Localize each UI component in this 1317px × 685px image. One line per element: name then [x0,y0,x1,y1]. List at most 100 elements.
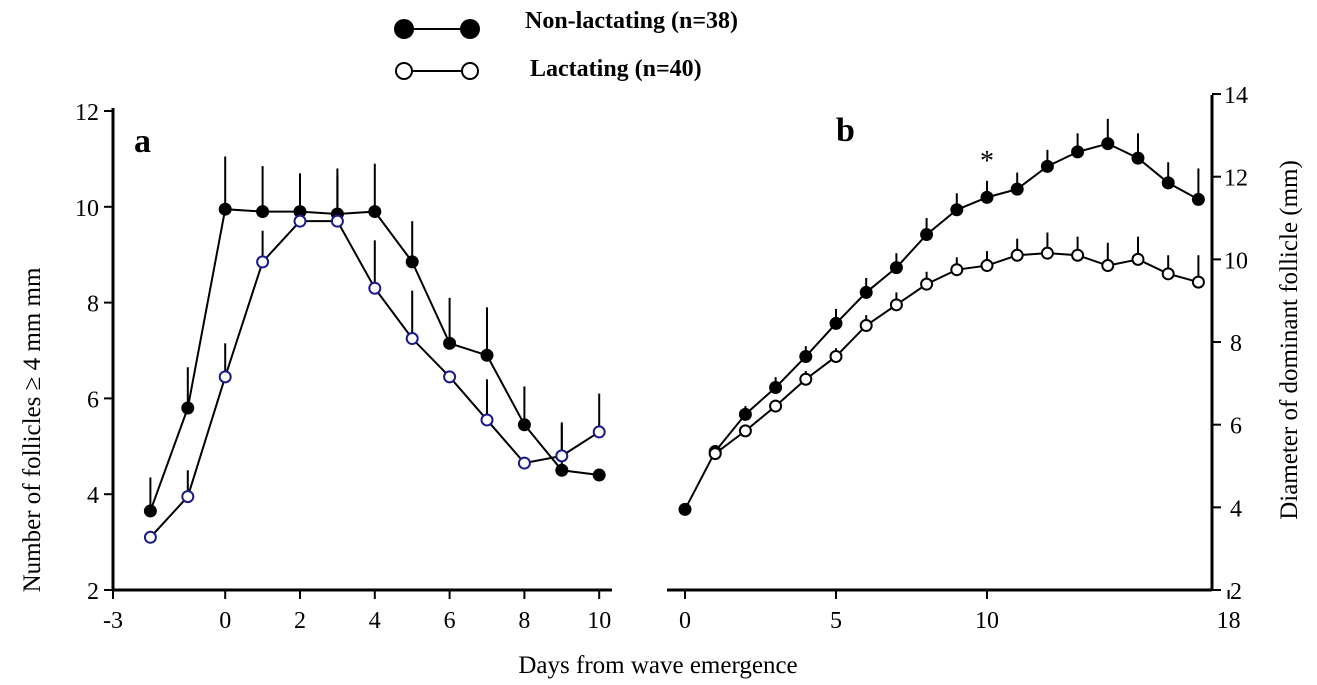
y-tick-label: 2 [87,579,99,605]
data-point-filled [293,205,307,219]
data-point-filled [1131,151,1145,165]
data-point-open [143,530,157,544]
panel-a-series [143,156,606,544]
data-point-filled [799,349,813,363]
data-point-filled [1040,159,1054,173]
x-tick-label: 5 [830,608,842,634]
y-tick-label: 12 [1224,166,1248,192]
data-point-filled [950,203,964,217]
legend-marker-filled-icon [460,19,480,39]
data-point-filled [1010,182,1024,196]
data-point-filled [980,190,994,204]
data-point-filled [480,348,494,362]
data-point-open [769,399,783,413]
data-point-open [405,332,419,346]
x-axis-title: Days from wave emergence [518,652,797,679]
data-point-open [1040,246,1054,260]
data-point-open [889,298,903,312]
data-point-filled [1161,176,1175,190]
data-point-filled [368,205,382,219]
panel-b-annotations: * [980,146,994,177]
x-tick-label: 4 [369,608,381,634]
data-point-filled [517,418,531,432]
legend: Non-lactating (n=38) Lactating (n=40) [394,8,738,82]
x-tick-label: 6 [444,608,456,634]
data-point-open [1071,248,1085,262]
series-line [684,142,1199,510]
x-tick-label: 2 [294,608,306,634]
data-point-open [555,449,569,463]
y-tick-label: 6 [1230,414,1242,440]
data-point-open [330,214,344,228]
data-point-filled [592,468,606,482]
data-point-open [218,370,232,384]
data-point-open [859,318,873,332]
data-point-filled [1071,145,1085,159]
data-point-filled [829,316,843,330]
y-tick-label: 10 [75,196,99,222]
data-point-open [181,490,195,504]
data-point-open [1101,259,1115,273]
panel-a-label: a [134,123,151,160]
data-point-filled [678,502,692,516]
y-tick-label: 14 [1224,83,1248,109]
y-tick-label: 4 [87,483,99,509]
panel-b-ticks: 0 5 10 18 2 4 6 8 10 12 14 [679,83,1248,634]
data-point-open [443,370,457,384]
data-point-open [293,214,307,228]
y-tick-label: 10 [1224,248,1248,274]
data-point-open [829,349,843,363]
series-lactating [143,175,606,544]
legend-item-lactating: Lactating (n=40) [395,56,702,82]
x-tick-label: 10 [975,608,999,634]
data-point-open [1161,267,1175,281]
y-tick-label: 2 [1230,579,1242,605]
data-point-filled [769,380,783,394]
y-tick-label: 6 [87,387,99,413]
series-non-lactating [143,156,606,518]
series-non-lactating [678,118,1205,516]
y-tick-label: 8 [87,292,99,318]
data-point-filled [889,261,903,275]
panel-a-ticks: -3 0 2 4 6 8 10 2 4 6 8 10 12 [75,100,611,634]
data-point-filled [443,336,457,350]
panel-b-series [678,118,1205,516]
data-point-open [920,277,934,291]
panel-a: -3 0 2 4 6 8 10 2 4 6 8 10 12 a Number of follicles … [19,100,612,634]
x-tick-label: 0 [679,608,691,634]
legend-marker-open-icon [461,62,479,80]
legend-label-lactating: Lactating (n=40) [530,56,702,82]
data-point-open [368,281,382,295]
y-tick-label: 8 [1230,331,1242,357]
data-point-open [592,425,606,439]
data-point-open [256,255,270,269]
series-line [714,252,1199,455]
x-tick-label: -3 [103,608,123,634]
panel-b-y-axis-title: Diameter of dominant follicle (mm) [1276,160,1303,520]
data-point-filled [256,205,270,219]
x-tick-label: 0 [219,608,231,634]
data-point-open [1131,252,1145,266]
data-point-filled [143,504,157,518]
data-point-filled [920,228,934,242]
data-point-filled [405,255,419,269]
data-point-open [480,413,494,427]
panel-b: 0 5 10 18 2 4 6 8 10 12 14 * b Diameter of dominan… [667,83,1303,634]
data-point-filled [1101,137,1115,151]
significance-asterisk: * [980,146,994,177]
data-point-filled [738,407,752,421]
data-point-filled [555,463,569,477]
x-tick-label: 18 [1217,608,1241,634]
legend-label-non-lactating: Non-lactating (n=38) [525,8,738,34]
data-point-open [1191,275,1205,289]
x-tick-label: 10 [587,608,611,634]
data-point-open [738,424,752,438]
panel-a-axes [111,108,612,592]
data-point-open [980,259,994,273]
data-point-filled [181,401,195,415]
y-tick-label: 4 [1230,496,1242,522]
y-tick-label: 12 [75,100,99,126]
panel-b-label: b [836,112,855,149]
data-point-open [708,447,722,461]
data-point-filled [859,285,873,299]
